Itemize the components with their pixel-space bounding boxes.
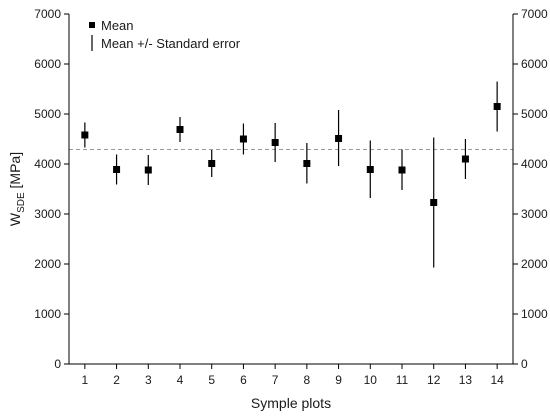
y-axis-title-subscript: SDE (16, 192, 27, 213)
x-tick-label: 14 (490, 373, 504, 387)
y-axis-right-ticks: 0 1000 2000 3000 4000 5000 6000 7000 (513, 7, 548, 371)
legend-label-mean: Mean (101, 18, 134, 33)
x-tick-label: 5 (208, 373, 215, 387)
legend-marker-mean (89, 22, 95, 28)
y-tick-label-right: 6000 (521, 57, 548, 71)
mean-point (176, 126, 184, 133)
x-axis-ticks: 1 2 3 4 5 6 7 8 9 10 11 12 13 14 (82, 364, 504, 387)
axes (68, 14, 514, 365)
mean-points (81, 103, 501, 206)
mean-point (271, 139, 279, 146)
y-tick-label-right: 5000 (521, 107, 548, 121)
x-tick-label: 10 (364, 373, 378, 387)
x-tick-label: 4 (177, 373, 184, 387)
legend: Mean Mean +/- Standard error (89, 18, 241, 51)
mean-point (303, 160, 311, 167)
y-tick-label-right: 4000 (521, 157, 548, 171)
x-tick-label: 11 (396, 373, 409, 387)
mean-point (208, 160, 216, 167)
y-tick-label-left: 6000 (34, 57, 61, 71)
y-tick-label-left: 3000 (34, 207, 61, 221)
x-tick-label: 12 (427, 373, 441, 387)
y-tick-label-right: 2000 (521, 257, 548, 271)
y-tick-label-left: 7000 (34, 7, 61, 21)
mean-point (335, 135, 343, 142)
legend-label-error: Mean +/- Standard error (101, 36, 241, 51)
y-axis-title: WSDE [MPa] (7, 152, 27, 226)
x-tick-label: 6 (240, 373, 247, 387)
mean-point (493, 103, 501, 110)
y-tick-label-left: 4000 (34, 157, 61, 171)
mean-point (366, 166, 374, 173)
mean-point (430, 199, 438, 206)
y-tick-label-right: 0 (521, 357, 528, 371)
y-tick-label-right: 3000 (521, 207, 548, 221)
y-tick-label-right: 7000 (521, 7, 548, 21)
y-axis-title-unit: [MPa] (7, 152, 23, 192)
y-tick-label-left: 1000 (34, 307, 61, 321)
mean-point (113, 166, 121, 173)
mean-point (239, 135, 247, 143)
mean-point (144, 166, 152, 174)
y-tick-label-right: 1000 (521, 307, 548, 321)
x-tick-label: 3 (145, 373, 152, 387)
x-tick-label: 8 (304, 373, 311, 387)
x-tick-label: 9 (335, 373, 342, 387)
y-axis-title-main: W (7, 212, 23, 226)
x-tick-label: 7 (272, 373, 279, 387)
mean-point (398, 166, 406, 174)
y-axis-left-ticks: 0 1000 2000 3000 4000 5000 6000 7000 (34, 7, 69, 371)
x-tick-label: 1 (82, 373, 89, 387)
mean-point (461, 155, 469, 163)
x-tick-label: 13 (459, 373, 473, 387)
y-tick-label-left: 5000 (34, 107, 61, 121)
y-tick-label-left: 0 (54, 357, 61, 371)
error-bars (84, 81, 498, 268)
y-tick-label-left: 2000 (34, 257, 61, 271)
x-axis-title: Symple plots (251, 395, 331, 411)
mean-point (81, 131, 89, 139)
x-tick-label: 2 (113, 373, 120, 387)
